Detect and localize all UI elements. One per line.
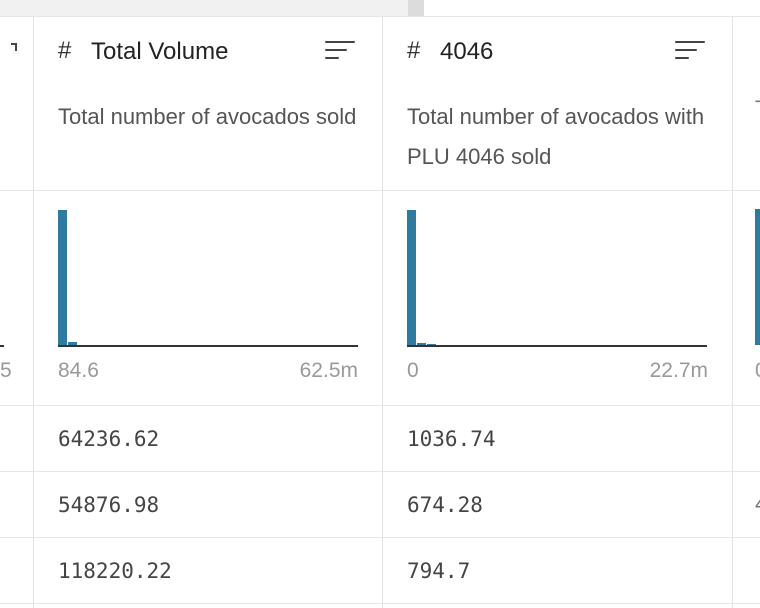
histogram-bar xyxy=(407,210,416,346)
cell-value[interactable]: 1036.74 xyxy=(407,427,496,451)
sort-icon[interactable] xyxy=(325,41,355,61)
histogram-axis xyxy=(407,345,707,347)
row-divider xyxy=(383,603,732,604)
column-type-icon xyxy=(11,43,17,51)
row-divider xyxy=(0,471,33,472)
hash-icon: # xyxy=(407,37,421,64)
row-divider xyxy=(383,405,732,406)
row-divider xyxy=(383,471,732,472)
sort-icon[interactable] xyxy=(675,41,705,61)
histogram-bar xyxy=(417,342,426,346)
row-divider xyxy=(34,537,382,538)
cell-value[interactable]: 674.28 xyxy=(407,493,483,517)
histogram-range-max: 5 xyxy=(0,359,12,382)
row-divider xyxy=(733,537,760,538)
column-description: Total number of avocados sold xyxy=(58,104,357,129)
scrollbar-thumb[interactable] xyxy=(0,0,408,16)
top-divider xyxy=(0,16,760,17)
histogram-range-max: 62.5m xyxy=(299,359,358,382)
column-description: Total number of avocados with PLU 4046 s… xyxy=(407,104,705,169)
row-divider xyxy=(0,190,33,191)
row-divider xyxy=(0,603,33,604)
row-divider xyxy=(0,537,33,538)
histogram-bar xyxy=(68,341,77,346)
histogram-axis xyxy=(0,345,4,347)
cell-value[interactable]: 64236.62 xyxy=(58,427,160,451)
column-partial-right: T 0 4 xyxy=(733,17,760,608)
histogram-bar xyxy=(58,210,67,346)
column-header[interactable]: # Total Volume xyxy=(34,17,382,87)
row-divider xyxy=(383,537,732,538)
cell-value[interactable]: 54876.98 xyxy=(58,493,160,517)
histogram xyxy=(58,207,358,347)
column-header[interactable]: # 4046 xyxy=(383,17,732,87)
row-divider xyxy=(34,471,382,472)
row-divider xyxy=(733,190,760,191)
histogram-range-min: 0 xyxy=(407,359,419,382)
row-divider xyxy=(733,405,760,406)
histogram-bar xyxy=(755,209,760,345)
histogram-range-max: 22.7m xyxy=(649,359,708,382)
row-divider xyxy=(733,603,760,604)
column-description: T xyxy=(755,97,760,121)
column-partial-left: 5 xyxy=(0,17,34,608)
row-divider xyxy=(0,405,33,406)
cell-value[interactable]: 794.7 xyxy=(407,559,471,583)
histogram-range-min: 0 xyxy=(755,359,760,383)
column-total-volume: # Total Volume Total number of avocados … xyxy=(34,17,383,608)
histogram-range-min: 84.6 xyxy=(58,359,99,382)
column-title: Total Volume xyxy=(91,38,229,65)
cell-value[interactable]: 118220.22 xyxy=(58,559,172,583)
cell-value[interactable]: 4 xyxy=(755,493,760,517)
hash-icon: # xyxy=(58,37,72,64)
row-divider xyxy=(383,190,732,191)
histogram-axis xyxy=(58,345,358,347)
column-4046: # 4046 Total number of avocados with PLU… xyxy=(383,17,733,608)
horizontal-scrollbar[interactable] xyxy=(0,0,424,16)
row-divider xyxy=(34,405,382,406)
row-divider xyxy=(733,471,760,472)
histogram xyxy=(407,207,707,347)
row-divider xyxy=(34,603,382,604)
row-divider xyxy=(34,190,382,191)
column-title: 4046 xyxy=(440,38,494,65)
scrollbar-edge xyxy=(408,0,424,16)
